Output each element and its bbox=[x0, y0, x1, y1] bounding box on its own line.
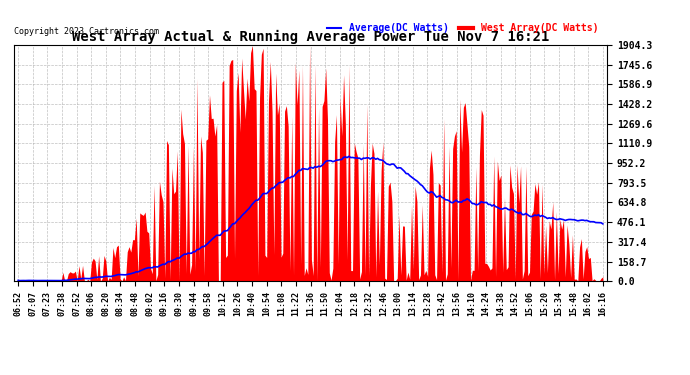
Title: West Array Actual & Running Average Power Tue Nov 7 16:21: West Array Actual & Running Average Powe… bbox=[72, 30, 549, 44]
Text: Copyright 2023 Cartronics.com: Copyright 2023 Cartronics.com bbox=[14, 27, 159, 36]
Legend: Average(DC Watts), West Array(DC Watts): Average(DC Watts), West Array(DC Watts) bbox=[323, 19, 602, 37]
